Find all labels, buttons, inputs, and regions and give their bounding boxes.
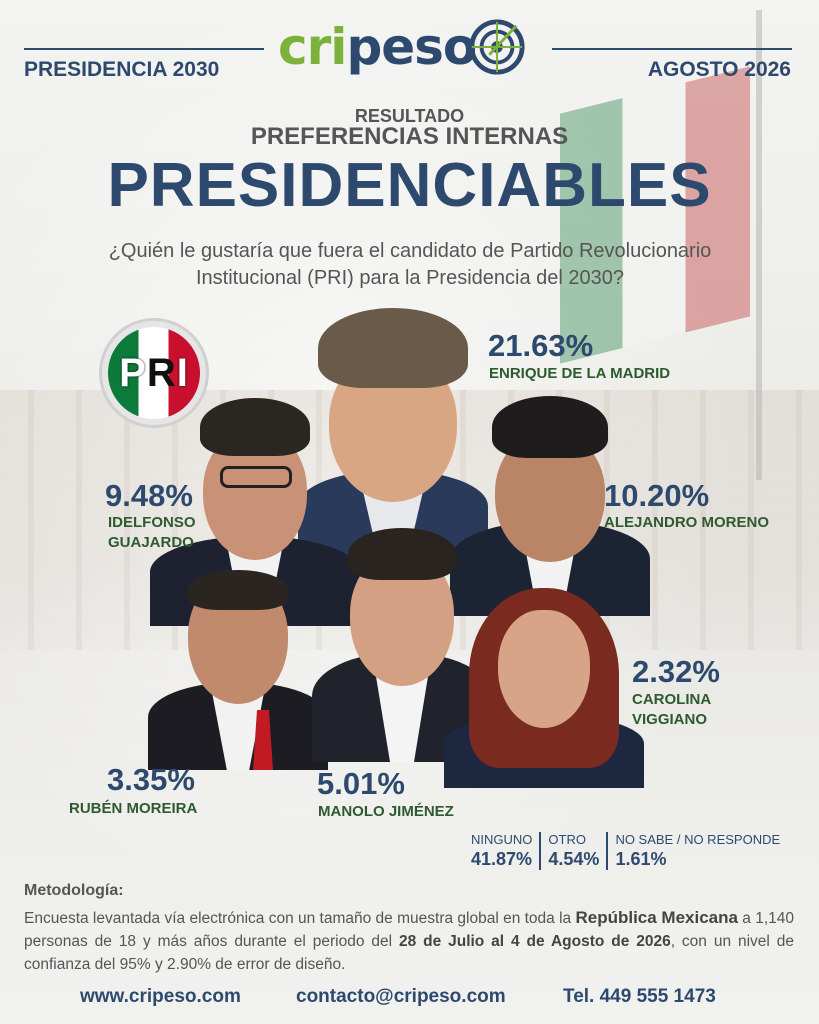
portrait-enrique-de-la-madrid	[298, 300, 488, 560]
portrait-carolina-viggiano	[444, 588, 644, 788]
name-enrique-de-la-madrid: ENRIQUE DE LA MADRID	[489, 365, 671, 382]
pct-carolina-viggiano: 2.32%	[632, 654, 720, 689]
flagpole	[756, 10, 762, 480]
footer-email-link[interactable]: contacto@cripeso.com	[296, 986, 506, 1007]
name-ruben-moreira: RUBÉN MOREIRA	[69, 800, 198, 817]
pct-alejandro-moreno: 10.20%	[604, 478, 710, 513]
other-options: NINGUNO 41.87% OTRO 4.54% NO SABE / NO R…	[471, 832, 787, 870]
stat-ninguno: NINGUNO 41.87%	[471, 832, 533, 869]
glasses	[220, 466, 292, 488]
survey-question: ¿Quién le gustaría que fuera el candidat…	[108, 240, 712, 289]
pct-enrique-de-la-madrid: 21.63%	[488, 328, 594, 363]
red-tie	[253, 710, 273, 770]
name-carolina-viggiano-line1: CAROLINA	[632, 691, 712, 708]
cripeso-logo: cripeso	[278, 12, 543, 82]
stat-no-sabe: NO SABE / NO RESPONDE 1.61%	[606, 832, 787, 870]
portrait-manolo-jimenez	[312, 526, 492, 762]
header-left-label: PRESIDENCIA 2030	[24, 58, 220, 81]
resultado-label: RESULTADO	[354, 106, 465, 126]
main-title: PRESIDENCIABLES	[107, 151, 712, 220]
target-icon	[469, 19, 525, 75]
header-line-left	[24, 48, 264, 50]
name-alejandro-moreno: ALEJANDRO MORENO	[604, 514, 770, 531]
name-carolina-viggiano-line2: VIGGIANO	[632, 711, 708, 728]
name-manolo-jimenez: MANOLO JIMÉNEZ	[318, 803, 454, 820]
footer-phone: Tel. 449 555 1473	[563, 986, 716, 1007]
portrait-ruben-moreira	[148, 570, 328, 770]
pct-manolo-jimenez: 5.01%	[317, 766, 405, 801]
header-right-label: AGOSTO 2026	[647, 58, 791, 81]
footer-website-link[interactable]: www.cripeso.com	[80, 986, 241, 1007]
pri-logo: PRI	[99, 318, 209, 428]
stat-otro: OTRO 4.54%	[539, 832, 606, 870]
name-idelfonso-guajardo-line2: GUAJARDO	[108, 534, 194, 551]
preferencias-label: PREFERENCIAS INTERNAS	[250, 123, 569, 150]
methodology-text: Encuesta levantada vía electrónica con u…	[24, 908, 795, 973]
methodology-title: Metodología:	[24, 882, 124, 899]
pct-ruben-moreira: 3.35%	[107, 762, 195, 797]
header-line-right	[552, 48, 792, 50]
pct-idelfonso-guajardo: 9.48%	[105, 478, 193, 513]
name-idelfonso-guajardo-line1: IDELFONSO	[108, 514, 196, 531]
